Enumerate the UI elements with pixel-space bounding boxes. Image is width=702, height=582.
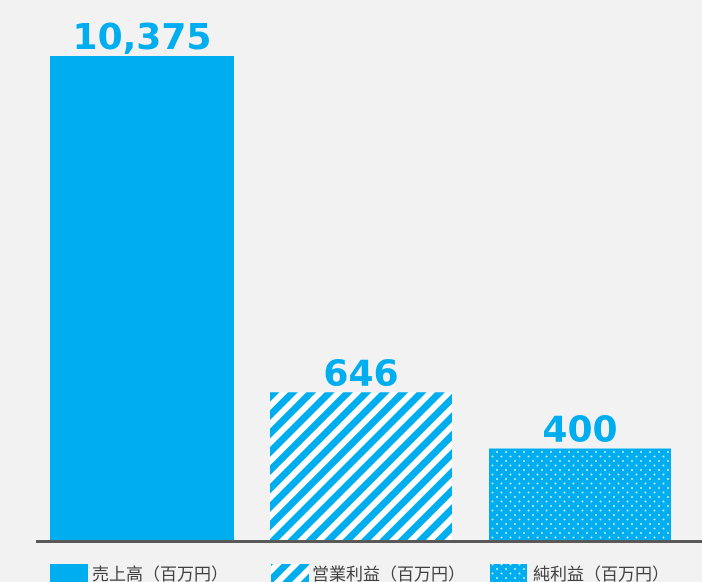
legend-label-2: 営業利益（百万円）: [312, 565, 465, 582]
value-labels: 10,375 646 400: [73, 17, 618, 451]
legend-label-1: 売上高（百万円）: [92, 565, 228, 582]
bar-1: [50, 56, 234, 540]
bar-2: [270, 392, 452, 540]
legend: 売上高（百万円） 営業利益（百万円） 純利益（百万円）: [50, 564, 669, 582]
bars: [50, 56, 671, 540]
value-label-1: 10,375: [73, 17, 212, 58]
value-label-3: 400: [542, 410, 617, 451]
bar-3: [489, 448, 671, 540]
value-label-2: 646: [323, 353, 398, 394]
legend-swatch-2: [271, 564, 309, 582]
legend-swatch-3: [490, 564, 527, 582]
legend-label-3: 純利益（百万円）: [533, 565, 669, 582]
legend-swatch-1: [50, 564, 88, 582]
